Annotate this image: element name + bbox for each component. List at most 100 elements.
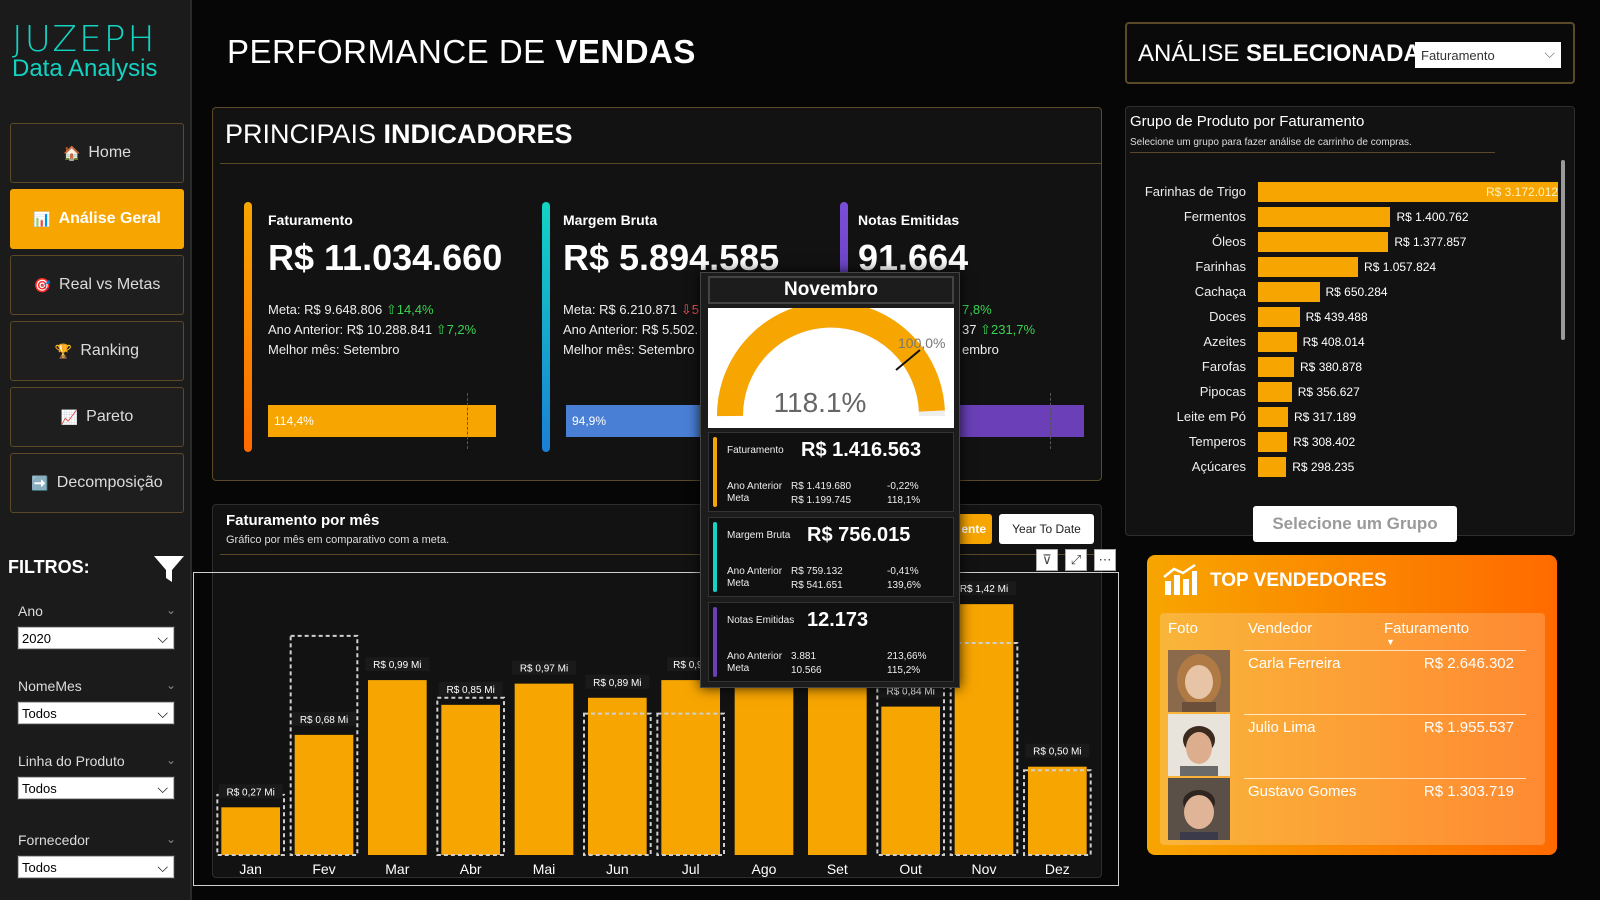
logo-title: JUZEPH	[12, 19, 157, 60]
col-revenue-header[interactable]: Faturamento	[1384, 620, 1470, 637]
group-label[interactable]: Azeites	[1203, 334, 1246, 349]
group-bar[interactable]	[1258, 382, 1292, 402]
nav-pareto-button[interactable]: 📈 Pareto	[10, 387, 184, 447]
card-value: 12.173	[807, 609, 869, 631]
filter-value: Todos	[22, 781, 57, 796]
kpi-best-month: Melhor mês: Setembro	[268, 342, 400, 357]
product-group-bar-chart: Farinhas de Trigo R$ 3.172.012 Fermentos R$…	[1130, 182, 1560, 492]
bar-jul[interactable]	[661, 680, 720, 855]
analysis-select[interactable]: Faturamento ⌵	[1415, 42, 1561, 68]
group-bar[interactable]	[1258, 357, 1295, 377]
chevron-down-icon[interactable]: ⌄	[165, 678, 176, 692]
data-label-bg	[292, 711, 356, 726]
chevron-down-icon[interactable]: ⌄	[165, 832, 176, 846]
chevron-down-icon: ⌵	[157, 780, 168, 796]
card-value: R$ 756.015	[807, 524, 911, 546]
group-bar[interactable]	[1258, 207, 1391, 227]
group-bar[interactable]	[1258, 457, 1287, 477]
kpi-target-marker	[467, 393, 468, 449]
x-tick-abr: Abr	[460, 861, 482, 877]
filter-fornecedor-select[interactable]: Todos ⌵	[17, 855, 175, 879]
product-group-title: Grupo de Produto por Faturamento	[1130, 113, 1365, 130]
year-to-date-button[interactable]: Year To Date	[999, 514, 1094, 544]
focus-mode-icon[interactable]: ⤢	[1065, 549, 1087, 571]
select-group-button[interactable]: Selecione um Grupo	[1253, 506, 1457, 542]
target-icon: 🎯	[33, 276, 52, 293]
group-bar[interactable]	[1258, 432, 1288, 452]
group-label[interactable]: Doces	[1209, 309, 1246, 324]
bar-jun[interactable]	[588, 697, 647, 855]
trophy-icon: 🏆	[54, 342, 73, 359]
bar-out[interactable]	[881, 706, 940, 855]
bar-fev[interactable]	[294, 734, 354, 855]
card-prev-value: R$ 759.132	[791, 566, 843, 577]
card-meta-label: Meta	[727, 578, 750, 589]
kpi-prev-line: 37 ⇧231,7%	[962, 322, 1035, 338]
group-label[interactable]: Pipocas	[1199, 384, 1246, 399]
group-label[interactable]: Óleos	[1212, 234, 1246, 249]
bar-ago[interactable]	[734, 680, 794, 855]
data-label-jul: R$ 0,99	[673, 660, 708, 671]
scrollbar[interactable]	[1561, 160, 1565, 340]
table-divider	[1244, 714, 1526, 715]
group-bar[interactable]	[1258, 407, 1288, 427]
nav-real-vs-metas-button[interactable]: 🎯 Real vs Metas	[10, 255, 184, 315]
chevron-down-icon[interactable]: ⌄	[165, 603, 176, 617]
home-icon: 🏠	[62, 144, 81, 161]
filter-value: Todos	[22, 860, 57, 875]
divider	[220, 554, 1102, 555]
nav-ranking-button[interactable]: 🏆 Ranking	[10, 321, 184, 381]
bar-dez[interactable]	[1028, 766, 1087, 855]
group-label[interactable]: Farinhas	[1195, 259, 1246, 274]
bar-mai[interactable]	[514, 683, 574, 855]
group-bar[interactable]	[1258, 332, 1297, 352]
bar-abr[interactable]	[441, 704, 500, 855]
nav-home-button[interactable]: 🏠 Home	[10, 123, 184, 183]
kpi-best-month: Melhor mês: Setembro	[563, 342, 695, 357]
nav-label: Decomposição	[56, 474, 163, 491]
group-label[interactable]: Leite em Pó	[1176, 409, 1246, 424]
nav-label: Análise Geral	[58, 210, 161, 227]
chevron-down-icon[interactable]: ⌄	[165, 753, 176, 767]
col-seller-header[interactable]: Vendedor	[1248, 620, 1313, 637]
filter-value: 2020	[22, 631, 51, 646]
group-label[interactable]: Fermentos	[1183, 209, 1246, 224]
group-label[interactable]: Temperos	[1188, 434, 1246, 449]
analysis-select-value: Faturamento	[1421, 48, 1495, 63]
nav-analise-geral-button[interactable]: 📊 Análise Geral	[10, 189, 184, 249]
filter-nomemes-select[interactable]: Todos ⌵	[17, 701, 175, 725]
group-bar[interactable]	[1258, 307, 1300, 327]
nav-decomposicao-button[interactable]: ➡️ Decomposição	[10, 453, 184, 513]
data-label-bg	[585, 674, 650, 689]
filter-ano-label: Ano ⌄	[18, 603, 176, 619]
group-bar[interactable]	[1258, 232, 1389, 252]
filter-linha-produto-label: Linha do Produto ⌄	[18, 753, 176, 769]
card-prev-pct: -0,22%	[887, 481, 919, 492]
group-label[interactable]: Farinhas de Trigo	[1144, 184, 1246, 199]
more-options-icon[interactable]: ⋯	[1094, 549, 1116, 571]
filter-icon[interactable]: ⊽	[1036, 549, 1058, 571]
card-accent	[713, 607, 717, 677]
page-title: PERFORMANCE DE VENDAS	[227, 33, 696, 71]
filter-ano-select[interactable]: 2020 ⌵	[17, 626, 175, 650]
bar-nov[interactable]	[954, 604, 1014, 855]
group-bar[interactable]	[1258, 257, 1359, 277]
card-label: Faturamento	[727, 445, 784, 456]
group-bar[interactable]	[1258, 282, 1320, 302]
group-label[interactable]: Farofas	[1201, 359, 1246, 374]
filter-linha-produto-select[interactable]: Todos ⌵	[17, 776, 175, 800]
bar-jan[interactable]	[221, 807, 280, 855]
card-accent	[713, 522, 717, 592]
card-accent	[713, 437, 717, 507]
bar-mar[interactable]	[368, 680, 427, 855]
kpi-title-bold: INDICADORES	[383, 119, 573, 149]
group-label[interactable]: Cachaça	[1194, 284, 1246, 299]
kpi-prev-line: Ano Anterior: R$ 10.288.841 ⇧7,2%	[268, 322, 476, 338]
group-bar[interactable]	[1258, 182, 1558, 202]
bar-set[interactable]	[808, 680, 867, 855]
meta-outline-fev	[289, 634, 359, 856]
group-value-label: R$ 650.284	[1325, 285, 1388, 299]
nav-label: Home	[88, 144, 132, 161]
tooltip-card-margem: Margem Bruta R$ 756.015 Ano Anterior Met…	[708, 517, 954, 597]
group-label[interactable]: Açúcares	[1191, 459, 1246, 474]
